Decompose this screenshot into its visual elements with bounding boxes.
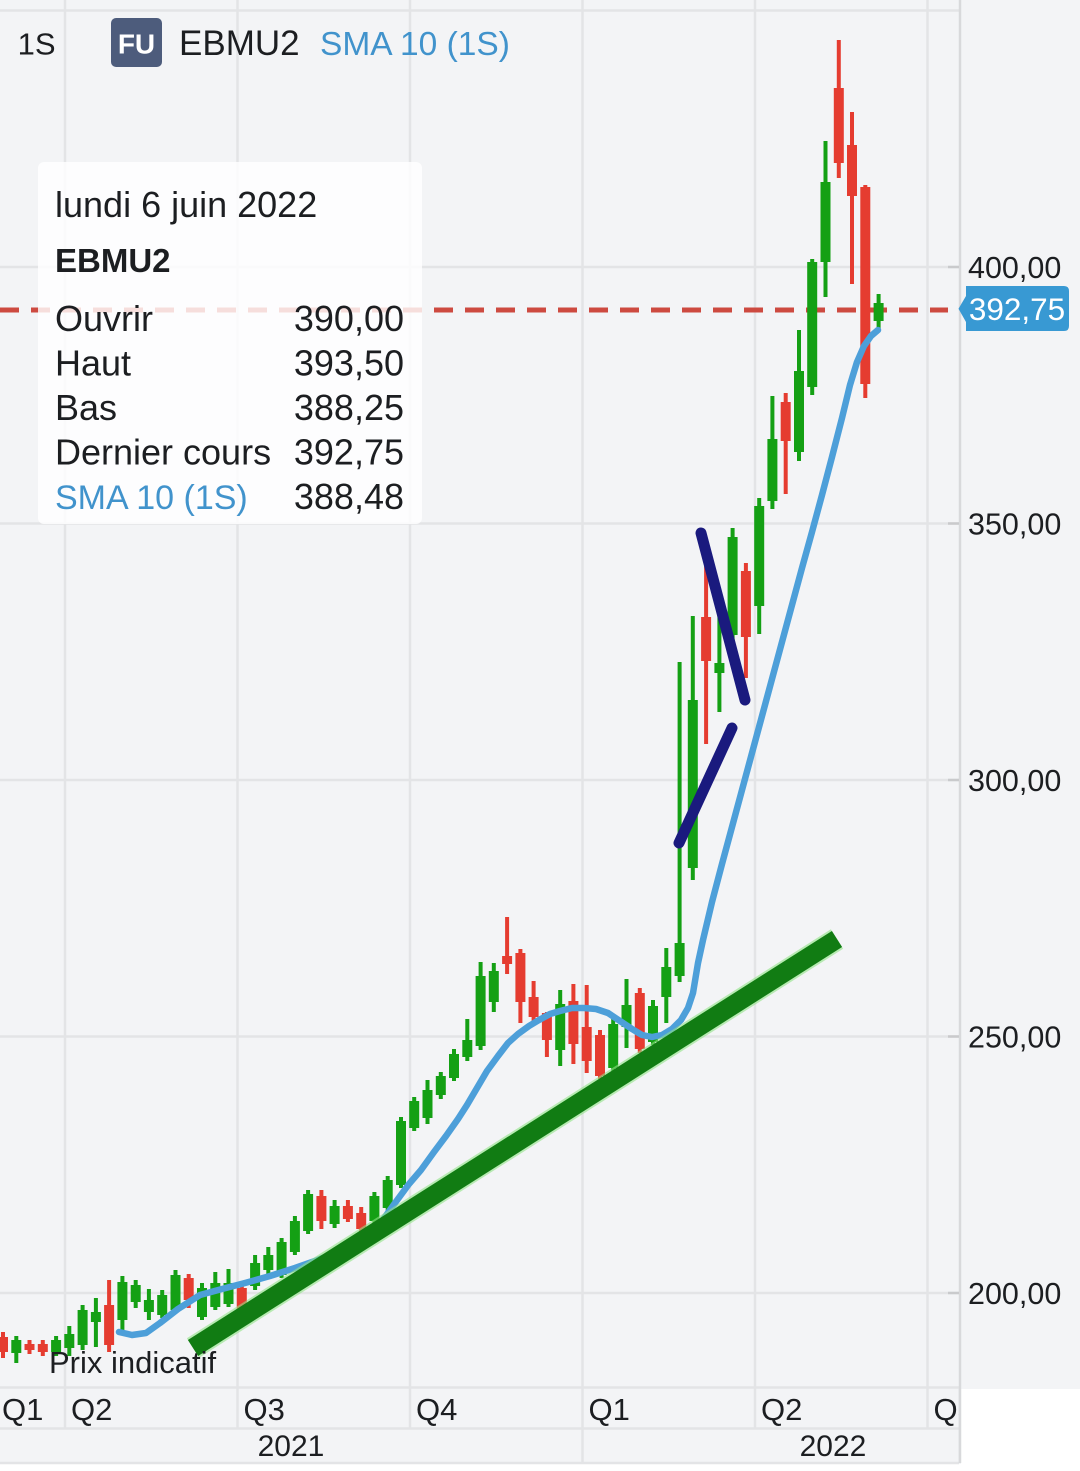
svg-text:388,25: 388,25 (294, 387, 404, 428)
svg-text:Q1: Q1 (2, 1392, 43, 1427)
svg-text:lundi 6 juin 2022: lundi 6 juin 2022 (55, 184, 317, 225)
svg-text:Dernier cours: Dernier cours (55, 432, 271, 473)
svg-text:SMA 10 (1S): SMA 10 (1S) (320, 26, 510, 63)
svg-text:350,00: 350,00 (968, 508, 1061, 542)
svg-text:400,00: 400,00 (968, 251, 1061, 285)
svg-text:Ouvrir: Ouvrir (55, 298, 153, 339)
svg-text:FU: FU (118, 29, 155, 60)
svg-text:Bas: Bas (55, 387, 117, 428)
svg-text:390,00: 390,00 (294, 298, 404, 339)
svg-text:393,50: 393,50 (294, 343, 404, 384)
svg-text:Q2: Q2 (761, 1392, 802, 1427)
svg-text:Prix indicatif: Prix indicatif (49, 1345, 216, 1380)
svg-text:EBMU2: EBMU2 (55, 242, 171, 279)
svg-text:250,00: 250,00 (968, 1021, 1061, 1055)
svg-text:Q4: Q4 (416, 1392, 457, 1427)
svg-text:Q1: Q1 (589, 1392, 630, 1427)
svg-text:EBMU2: EBMU2 (179, 24, 300, 63)
svg-text:SMA 10 (1S): SMA 10 (1S) (55, 479, 248, 517)
svg-text:2021: 2021 (258, 1430, 325, 1463)
svg-text:Haut: Haut (55, 343, 131, 384)
svg-text:388,48: 388,48 (294, 476, 404, 517)
svg-text:1S: 1S (18, 27, 56, 62)
svg-text:Q3: Q3 (244, 1392, 285, 1427)
svg-text:300,00: 300,00 (968, 764, 1061, 798)
svg-text:200,00: 200,00 (968, 1277, 1061, 1311)
svg-text:392,75: 392,75 (294, 432, 404, 473)
svg-text:392,75: 392,75 (969, 291, 1065, 327)
svg-text:Q2: Q2 (71, 1392, 112, 1427)
svg-text:2022: 2022 (800, 1430, 867, 1463)
